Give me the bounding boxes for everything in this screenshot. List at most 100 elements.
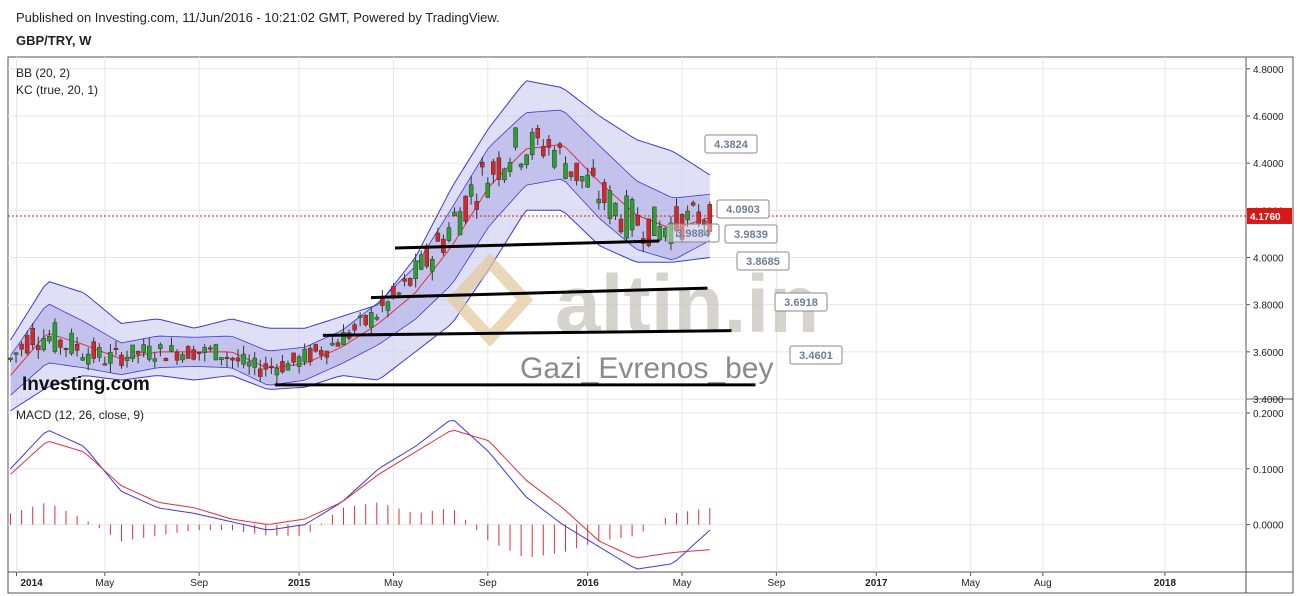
price-callout-box bbox=[704, 134, 758, 154]
candle-body bbox=[252, 357, 257, 368]
candle-body bbox=[546, 139, 552, 148]
candle-body bbox=[274, 367, 280, 376]
x-tick-label: 2014 bbox=[21, 578, 44, 589]
candle-body bbox=[91, 341, 96, 359]
candle-body bbox=[235, 357, 241, 362]
candle-body bbox=[219, 357, 224, 360]
candle-body bbox=[529, 131, 535, 156]
candle-body bbox=[285, 363, 291, 371]
trendline bbox=[394, 239, 660, 250]
candle-body bbox=[85, 353, 91, 365]
candle-body bbox=[668, 222, 674, 245]
price-callout-box bbox=[716, 199, 770, 219]
price-callout-label: 3.4601 bbox=[799, 350, 833, 362]
candle-body bbox=[452, 211, 457, 216]
candle-body bbox=[302, 348, 307, 362]
candle-body bbox=[280, 361, 285, 373]
candle-body bbox=[557, 143, 563, 148]
price-callout-box bbox=[774, 292, 828, 312]
candle-body bbox=[524, 154, 529, 165]
candle-body bbox=[63, 348, 69, 351]
bb-legend: BB (20, 2) bbox=[16, 66, 70, 80]
candle-body bbox=[213, 344, 219, 361]
candle-body bbox=[563, 163, 568, 179]
candle-body bbox=[391, 285, 396, 297]
candle-body bbox=[241, 353, 246, 365]
candle-body bbox=[47, 335, 52, 342]
candle-body bbox=[163, 358, 169, 362]
x-tick-label: Aug bbox=[1034, 578, 1052, 589]
price-callout-label: 4.3824 bbox=[714, 139, 749, 151]
candle-body bbox=[430, 259, 435, 272]
watermark-logo-shape bbox=[446, 253, 534, 347]
candle-body bbox=[158, 344, 163, 349]
candle-body bbox=[446, 227, 452, 241]
candle-body bbox=[141, 344, 146, 353]
candle-body bbox=[8, 357, 13, 360]
candle-body bbox=[690, 202, 696, 206]
candle-body bbox=[296, 356, 302, 367]
candle-body bbox=[707, 204, 713, 233]
published-info: Published on Investing.com, 11/Jun/2016 … bbox=[16, 10, 500, 25]
macd-y-tick-label: 0.2000 bbox=[1253, 409, 1284, 420]
macd-line bbox=[10, 420, 711, 570]
watermark-author: Gazi_Evrenos_bey bbox=[520, 352, 773, 385]
candle-body bbox=[324, 350, 330, 358]
price-callout-box bbox=[789, 345, 843, 365]
y-tick-label: 3.8000 bbox=[1253, 301, 1284, 312]
candle-body bbox=[585, 174, 590, 188]
candle-body bbox=[674, 206, 679, 232]
candle-body bbox=[108, 352, 113, 364]
candle-body bbox=[52, 322, 58, 352]
y-tick-label: 4.6000 bbox=[1253, 112, 1284, 123]
candle-body bbox=[269, 365, 274, 368]
candle-body bbox=[618, 218, 624, 233]
bb-upper-line bbox=[10, 80, 711, 341]
candle-body bbox=[457, 211, 463, 236]
signal-line bbox=[10, 429, 710, 559]
candle-body bbox=[258, 368, 263, 377]
x-tick-label: Sep bbox=[190, 578, 208, 589]
candle-body bbox=[413, 260, 418, 280]
candle-body bbox=[330, 342, 335, 346]
candle-body bbox=[80, 357, 85, 361]
candle-body bbox=[19, 343, 24, 350]
price-callout-label: 3.8685 bbox=[746, 256, 780, 268]
candle-body bbox=[596, 198, 602, 204]
bb-lower-line bbox=[10, 209, 710, 412]
candle-body bbox=[385, 301, 391, 311]
x-tick-label: 2018 bbox=[1154, 578, 1177, 589]
candle-body bbox=[191, 349, 196, 360]
candle-body bbox=[696, 211, 701, 225]
x-tick-label: 2016 bbox=[577, 578, 600, 589]
candle-body bbox=[119, 354, 124, 366]
candle-body bbox=[541, 146, 546, 157]
candle-body bbox=[652, 206, 657, 236]
kc-lower-line bbox=[10, 178, 710, 396]
candle-body bbox=[180, 354, 185, 361]
x-tick-label: Sep bbox=[479, 578, 497, 589]
trendline bbox=[370, 286, 708, 300]
candle-body bbox=[24, 335, 30, 354]
x-tick-label: May bbox=[384, 578, 403, 589]
candle-body bbox=[468, 184, 474, 197]
price-callout-label: 3.9884 bbox=[676, 228, 711, 240]
macd-legend: MACD (12, 26, close, 9) bbox=[16, 408, 144, 422]
candle-body bbox=[152, 358, 158, 362]
y-tick-label: 4.0000 bbox=[1253, 253, 1284, 264]
candle-body bbox=[307, 347, 313, 362]
candle-body bbox=[69, 332, 74, 354]
candle-body bbox=[147, 345, 152, 360]
candle-body bbox=[36, 345, 41, 351]
candle-body bbox=[135, 350, 141, 355]
candle-body bbox=[357, 315, 363, 318]
candle-body bbox=[685, 210, 690, 221]
candle-body bbox=[535, 127, 540, 139]
candle-body bbox=[374, 317, 380, 320]
kc-fill bbox=[10, 110, 710, 396]
symbol-title: GBP/TRY, W bbox=[16, 33, 92, 48]
candle-body bbox=[185, 346, 191, 359]
x-tick-label: Sep bbox=[768, 578, 786, 589]
candle-body bbox=[485, 182, 491, 198]
